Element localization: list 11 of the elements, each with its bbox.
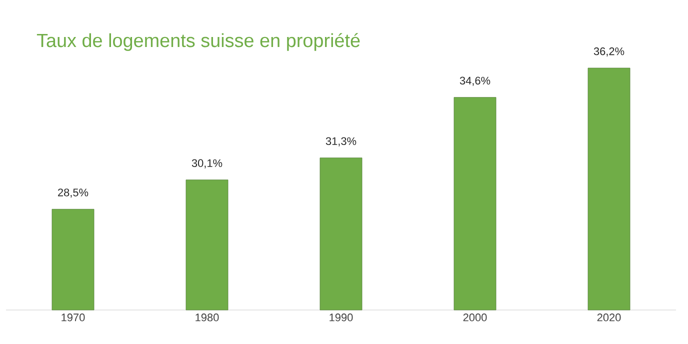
x-tick-label: 2020 bbox=[597, 314, 621, 322]
x-tick-label: 1970 bbox=[62, 314, 85, 322]
chart-title: Taux de logements suisse en propriété bbox=[36, 33, 360, 51]
x-tick-label: 1990 bbox=[330, 314, 353, 322]
data-label: 34,6% bbox=[460, 76, 490, 86]
data-label: 30,1% bbox=[192, 159, 222, 168]
data-label: 28,5% bbox=[58, 188, 88, 198]
x-tick-label: 2000 bbox=[463, 314, 487, 322]
data-label: 31,3% bbox=[326, 137, 356, 146]
x-tick-label: 1980 bbox=[196, 314, 219, 322]
data-label: 36,2% bbox=[594, 47, 624, 56]
